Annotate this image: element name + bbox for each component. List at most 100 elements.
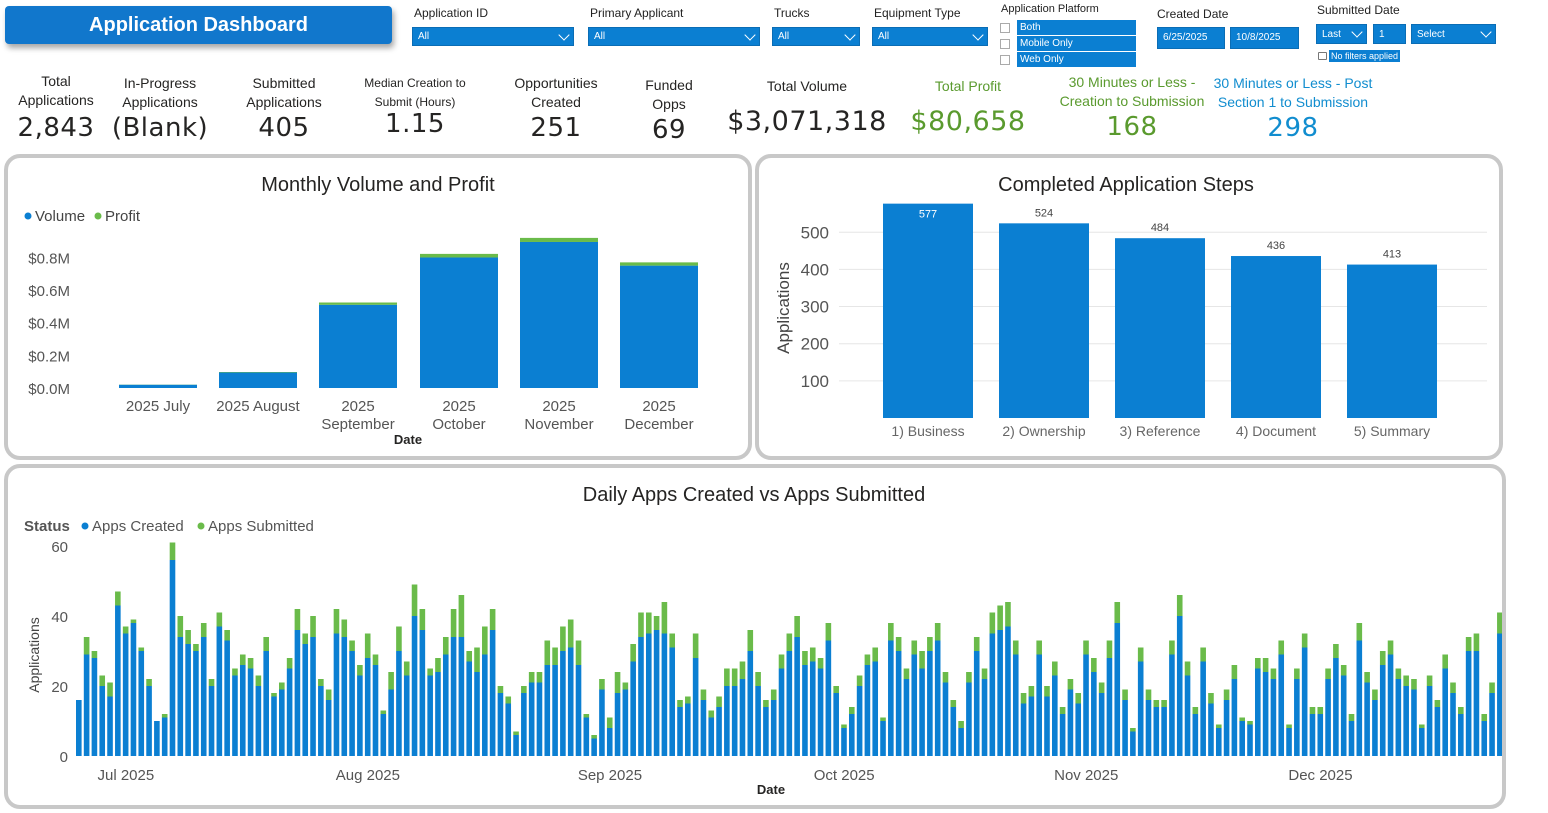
submitted-bar [809, 647, 816, 662]
created-bar [1114, 623, 1121, 756]
submitted-bar [380, 710, 387, 714]
x-tick-label: 2025 November [524, 398, 593, 433]
x-tick-label: Sep 2025 [578, 767, 642, 784]
submitted-bar [1262, 658, 1269, 672]
created-bar [130, 623, 137, 756]
submitted-bar [1372, 689, 1378, 700]
submitted-bar [575, 640, 582, 665]
submitted-bar [1208, 693, 1214, 704]
created-bar [1223, 700, 1230, 756]
submitted-date-mode[interactable]: Last [1316, 24, 1367, 44]
kpi-value: $80,658 [910, 106, 1026, 137]
profit-bar [420, 253, 498, 258]
trucks-dropdown[interactable]: All [772, 27, 860, 46]
created-bar [560, 651, 566, 756]
platform-option-both[interactable]: Both [1000, 20, 1136, 35]
submitted-bar [1083, 640, 1089, 655]
primary-applicant-dropdown[interactable]: All [588, 27, 760, 46]
platform-option-web[interactable]: Web Only [1000, 52, 1136, 67]
created-bar [419, 630, 426, 756]
submitted-bar [1411, 679, 1417, 690]
y-tick-label: 100 [801, 372, 829, 391]
volume-bar [520, 241, 598, 388]
profit-bar [620, 262, 698, 266]
created-bar [1473, 651, 1480, 756]
y-tick-label: 300 [801, 298, 829, 317]
submitted-bar [1215, 724, 1222, 728]
y-tick-label: $0.4M [28, 316, 70, 333]
submitted-bar [544, 640, 551, 665]
checkbox[interactable] [1000, 54, 1010, 65]
created-bar [567, 647, 574, 756]
created-date-end[interactable]: 10/8/2025 [1230, 27, 1299, 49]
created-bar [247, 668, 254, 756]
created-bar [1333, 658, 1339, 756]
submitted-bar [1012, 640, 1019, 655]
created-bar [1239, 721, 1245, 756]
created-bar [216, 626, 223, 756]
submitted-bar [411, 584, 418, 616]
created-bar [1340, 675, 1347, 756]
created-bar [716, 707, 722, 756]
kpi-card: Median Creation to Submit (Hours) 1.15 [320, 74, 510, 139]
created-bar [232, 675, 238, 756]
submitted-bar [138, 647, 145, 651]
created-bar [645, 633, 652, 756]
chevron-down-icon [744, 28, 756, 41]
data-label: 577 [919, 209, 937, 221]
created-bar [154, 721, 160, 756]
submitted-date-unit[interactable]: Select [1411, 24, 1496, 44]
x-tick-label: 2025 December [624, 398, 693, 433]
submitted-bar [1231, 665, 1238, 679]
submitted-bar [263, 637, 269, 651]
created-bar [786, 651, 793, 756]
checkbox[interactable] [1000, 22, 1010, 33]
dashboard-title: Application Dashboard [5, 6, 392, 44]
submitted-bar [692, 633, 699, 658]
created-bar [1317, 714, 1324, 756]
kpi-card: Submitted Applications 405 [189, 74, 379, 143]
submitted-bar [349, 640, 355, 651]
created-bar [536, 682, 543, 756]
kpi-card: Total Profit $80,658 [873, 77, 1063, 137]
created-bar [1426, 686, 1433, 756]
created-bar [583, 717, 590, 756]
kpi-card: Funded Opps 69 [574, 76, 764, 145]
created-bar [318, 686, 324, 756]
created-bar [973, 651, 980, 756]
created-bar [302, 644, 309, 756]
submitted-bar [1395, 668, 1402, 679]
kpi-label: Median Creation to Submit (Hours) [364, 76, 466, 109]
created-bar [856, 686, 863, 756]
application-id-dropdown[interactable]: All [412, 27, 574, 46]
y-tick-label: 0 [60, 749, 68, 766]
completed-steps-chart: 100 200 300 400 500 Applications 577 1) Busines… [774, 203, 1487, 439]
submitted-bar [622, 682, 629, 690]
equipment-type-dropdown[interactable]: All [872, 27, 988, 46]
submitted-bar [731, 668, 738, 686]
submitted-date-count[interactable]: 1 [1373, 24, 1406, 44]
submitted-bar [685, 696, 691, 704]
created-bar [505, 703, 512, 756]
chevron-down-icon [1351, 26, 1363, 38]
created-bar [825, 640, 832, 756]
data-label: 524 [1035, 207, 1053, 219]
created-bar [630, 661, 636, 756]
dropdown-value: Last [1322, 28, 1341, 40]
submitted-bar [614, 672, 621, 693]
submitted-bar [466, 651, 472, 662]
submitted-bar [802, 651, 808, 665]
created-bar [575, 665, 582, 756]
platform-option-mobile[interactable]: Mobile Only [1000, 36, 1136, 51]
submitted-bar [1044, 686, 1050, 697]
created-date-start[interactable]: 6/25/2025 [1157, 27, 1225, 49]
checkbox[interactable] [1000, 38, 1010, 49]
created-bar [1052, 675, 1058, 756]
y-axis-title: Applications [26, 617, 42, 693]
submitted-bar [310, 616, 316, 637]
created-bar [1169, 654, 1175, 756]
created-bar [544, 665, 551, 756]
created-bar [1286, 728, 1292, 756]
submitted-bar [927, 637, 933, 651]
created-bar [755, 686, 761, 756]
